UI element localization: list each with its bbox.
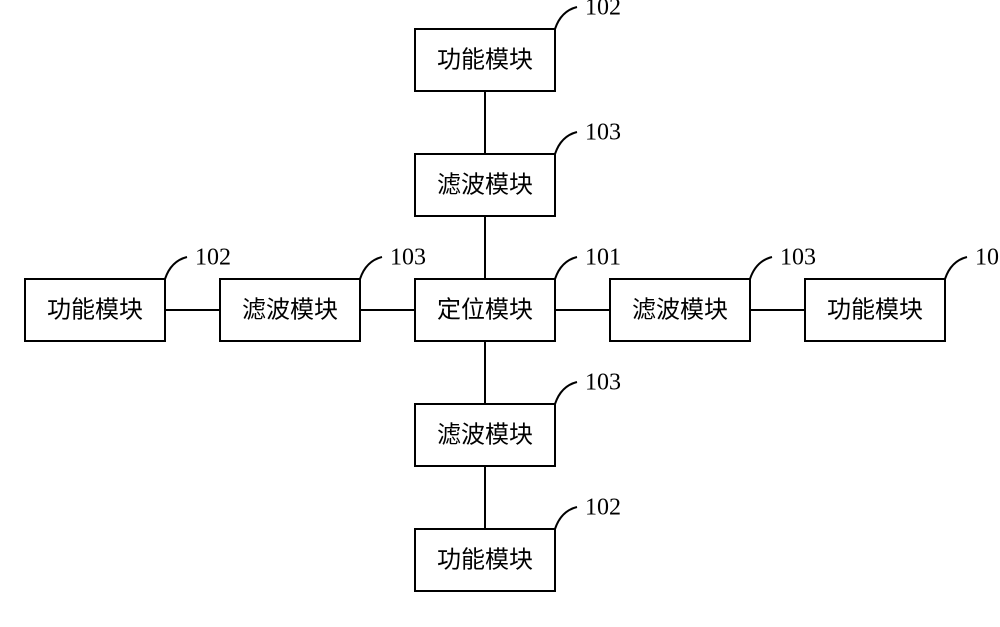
ref-leader — [945, 257, 967, 279]
ref-leader — [360, 257, 382, 279]
block-label: 功能模块 — [437, 47, 533, 74]
ref-number: 102 — [585, 0, 621, 21]
ref-number: 102 — [585, 495, 621, 521]
block-label: 滤波模块 — [437, 172, 533, 199]
block-label: 滤波模块 — [242, 297, 338, 324]
ref-leader — [555, 132, 577, 154]
block-label: 功能模块 — [47, 297, 143, 324]
block-label: 滤波模块 — [437, 422, 533, 449]
ref-number: 102 — [975, 245, 1000, 271]
block-diagram: 功能模块 102 滤波模块 103 功能模块 102 滤波模块 103 定位模块 101 滤波模块 1… — [0, 0, 1000, 627]
block-label: 定位模块 — [437, 297, 533, 324]
ref-number: 103 — [585, 370, 621, 396]
ref-leader — [750, 257, 772, 279]
block-label: 滤波模块 — [632, 297, 728, 324]
ref-number: 102 — [195, 245, 231, 271]
ref-leader — [555, 507, 577, 529]
block-label: 功能模块 — [437, 547, 533, 574]
ref-leader — [165, 257, 187, 279]
ref-number: 103 — [585, 120, 621, 146]
block-label: 功能模块 — [827, 297, 923, 324]
ref-leader — [555, 7, 577, 29]
ref-number: 103 — [390, 245, 426, 271]
ref-leader — [555, 257, 577, 279]
ref-leader — [555, 382, 577, 404]
ref-number: 103 — [780, 245, 816, 271]
ref-number: 101 — [585, 245, 621, 271]
